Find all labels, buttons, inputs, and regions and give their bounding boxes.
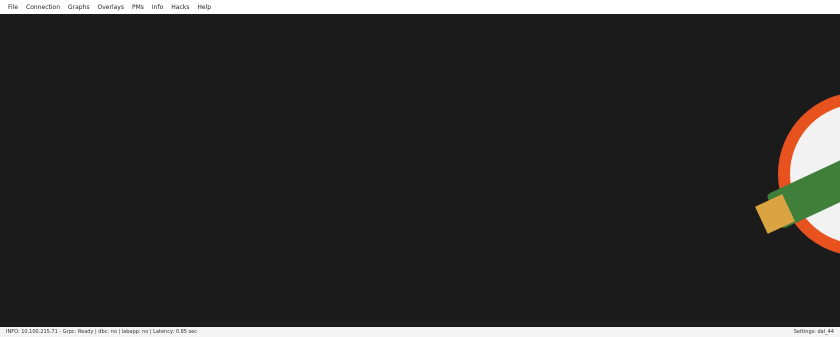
status-bar: INFO: 10.100.215.71 - Grpc: Ready | dbc:…	[0, 327, 840, 337]
menu-item[interactable]: Graphs	[68, 4, 90, 11]
status-right: Settings: dal_44	[794, 329, 834, 335]
spectrum-chart	[0, 14, 840, 327]
page: {"menu": ["File", "Connection", "Graphs"…	[0, 0, 840, 337]
menu-item[interactable]: Info	[152, 4, 163, 11]
chart-background	[0, 14, 840, 327]
menu-item[interactable]: Connection	[26, 4, 60, 11]
menu-item[interactable]: Help	[197, 4, 211, 11]
menu-item[interactable]: File	[8, 4, 18, 11]
menu-item[interactable]: Hacks	[171, 4, 189, 11]
status-left: INFO: 10.100.215.71 - Grpc: Ready | dbc:…	[6, 329, 197, 335]
menu-bar: File Connection Graphs Overlays PMs Info Hacks…	[0, 0, 840, 14]
menu-item[interactable]: PMs	[132, 4, 144, 11]
menu-item[interactable]: Overlays	[98, 4, 124, 11]
